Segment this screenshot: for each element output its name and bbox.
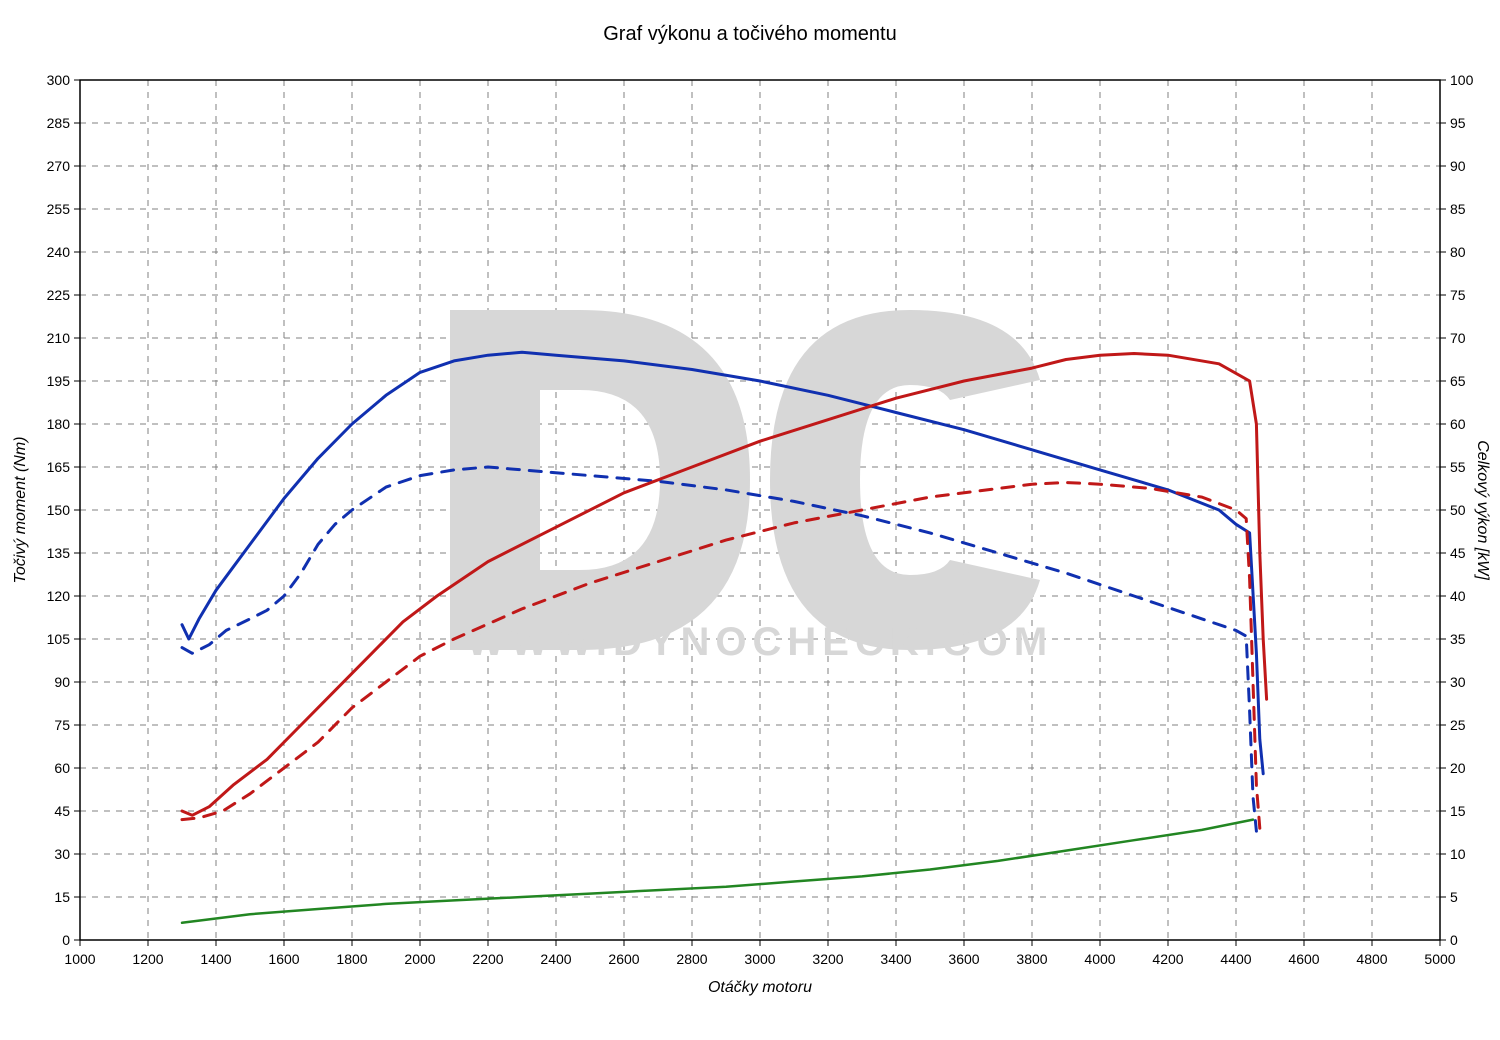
x-tick-label: 5000 [1424,951,1455,967]
y-left-tick-label: 165 [47,459,71,475]
y-right-tick-label: 60 [1450,416,1466,432]
y-left-tick-label: 180 [47,416,71,432]
y-left-tick-label: 150 [47,502,71,518]
y-right-tick-label: 15 [1450,803,1466,819]
x-tick-label: 4200 [1152,951,1183,967]
y-right-tick-label: 100 [1450,72,1474,88]
y-left-tick-label: 75 [54,717,70,733]
y-left-tick-label: 45 [54,803,70,819]
y-right-tick-label: 80 [1450,244,1466,260]
chart-svg: Graf výkonu a točivého momentu WWW.DYNOCH… [0,0,1500,1040]
y-left-tick-label: 60 [54,760,70,776]
y-left-axis-label: Točivý moment (Nm) [12,437,29,584]
x-tick-label: 2000 [404,951,435,967]
y-right-tick-label: 20 [1450,760,1466,776]
x-tick-label: 1800 [336,951,367,967]
y-right-tick-label: 95 [1450,115,1466,131]
x-tick-label: 4000 [1084,951,1115,967]
y-right-tick-label: 45 [1450,545,1466,561]
y-right-tick-label: 50 [1450,502,1466,518]
y-left-tick-label: 240 [47,244,71,260]
x-tick-label: 2200 [472,951,503,967]
x-tick-label: 2800 [676,951,707,967]
y-left-tick-label: 225 [47,287,71,303]
y-left-tick-label: 255 [47,201,71,217]
x-axis-label: Otáčky motoru [708,979,812,996]
y-left-tick-label: 120 [47,588,71,604]
y-left-tick-label: 135 [47,545,71,561]
y-left-tick-label: 300 [47,72,71,88]
y-left-tick-label: 270 [47,158,71,174]
y-right-tick-label: 75 [1450,287,1466,303]
y-right-tick-label: 55 [1450,459,1466,475]
x-tick-label: 3000 [744,951,775,967]
y-right-tick-label: 65 [1450,373,1466,389]
y-right-tick-label: 30 [1450,674,1466,690]
y-right-axis-label: Celkový výkon [kW] [1474,440,1491,580]
x-tick-label: 2400 [540,951,571,967]
x-tick-label: 3400 [880,951,911,967]
dyno-chart: Graf výkonu a točivého momentu WWW.DYNOCH… [0,0,1500,1040]
y-left-tick-label: 210 [47,330,71,346]
x-tick-label: 4800 [1356,951,1387,967]
x-tick-label: 4400 [1220,951,1251,967]
y-left-tick-label: 15 [54,889,70,905]
y-left-tick-label: 90 [54,674,70,690]
y-left-tick-label: 30 [54,846,70,862]
x-tick-label: 2600 [608,951,639,967]
y-right-tick-label: 10 [1450,846,1466,862]
y-right-tick-label: 90 [1450,158,1466,174]
y-left-tick-label: 285 [47,115,71,131]
chart-title: Graf výkonu a točivého momentu [603,23,896,45]
y-right-tick-label: 5 [1450,889,1458,905]
y-right-tick-label: 40 [1450,588,1466,604]
y-left-tick-label: 0 [62,932,70,948]
watermark-text: WWW.DYNOCHECK.COM [467,620,1053,664]
x-tick-label: 1600 [268,951,299,967]
y-right-tick-label: 85 [1450,201,1466,217]
y-right-tick-label: 70 [1450,330,1466,346]
x-tick-label: 1400 [200,951,231,967]
x-tick-label: 1000 [64,951,95,967]
x-tick-label: 4600 [1288,951,1319,967]
x-tick-label: 3800 [1016,951,1047,967]
x-tick-label: 3600 [948,951,979,967]
y-right-tick-label: 35 [1450,631,1466,647]
x-tick-label: 1200 [132,951,163,967]
y-left-tick-label: 195 [47,373,71,389]
y-right-tick-label: 25 [1450,717,1466,733]
y-right-tick-label: 0 [1450,932,1458,948]
x-tick-label: 3200 [812,951,843,967]
y-left-tick-label: 105 [47,631,71,647]
